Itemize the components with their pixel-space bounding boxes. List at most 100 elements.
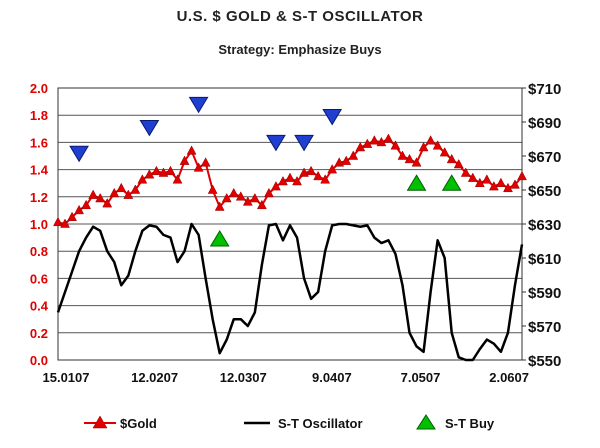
buy-marker <box>406 174 427 191</box>
gold-point <box>256 199 267 210</box>
gold-point <box>397 150 408 160</box>
gold-point <box>214 201 225 211</box>
gold-point <box>130 184 141 194</box>
gold-point <box>446 153 457 164</box>
gold-point <box>411 157 422 167</box>
left-tick-label: 0.6 <box>30 271 48 286</box>
gold-point <box>418 141 429 152</box>
legend-buy-marker <box>416 414 436 430</box>
sell-marker <box>294 134 314 152</box>
gold-point <box>165 165 176 176</box>
left-tick-label: 1.8 <box>30 108 48 123</box>
gold-point <box>425 135 436 145</box>
gold-point <box>249 192 260 203</box>
right-tick-label: $570 <box>528 319 561 336</box>
sell-marker <box>188 96 209 114</box>
right-tick-label: $650 <box>528 183 561 200</box>
gold-point <box>221 192 232 203</box>
legend-gold-label: $Gold <box>120 416 157 431</box>
gold-point <box>235 191 246 201</box>
x-tick-label: 7.0507 <box>401 370 441 385</box>
gold-point <box>109 187 120 198</box>
sell-marker <box>266 134 286 152</box>
gold-point <box>137 174 148 184</box>
right-tick-label: $710 <box>528 81 561 98</box>
gold-point <box>355 141 366 152</box>
gold-point <box>481 174 492 184</box>
right-tick-label: $610 <box>528 251 561 268</box>
x-tick-label: 2.0607 <box>489 370 529 385</box>
x-tick-label: 12.0207 <box>131 370 178 385</box>
gold-point <box>369 135 380 145</box>
chart-subtitle: Strategy: Emphasize Buys <box>218 42 382 57</box>
oscillator-line <box>56 222 524 362</box>
gold-point <box>341 155 352 165</box>
left-tick-label: 1.0 <box>30 217 48 232</box>
legend-oscillator-label: S-T Oscillator <box>278 416 363 431</box>
gold-point <box>144 169 155 179</box>
gold-point <box>495 177 506 187</box>
gold-point <box>271 181 281 191</box>
gold-point <box>362 138 373 148</box>
right-tick-label: $590 <box>528 285 561 302</box>
gold-point <box>116 182 127 193</box>
gold-point <box>376 136 387 147</box>
left-tick-label: 0.8 <box>30 244 48 259</box>
gold-point <box>404 153 415 164</box>
gold-point <box>60 218 70 228</box>
gold-point <box>81 199 92 210</box>
legend-gold-marker <box>92 415 108 429</box>
left-tick-label: 0.0 <box>30 353 48 368</box>
gold-point <box>88 189 99 199</box>
gold-point <box>348 150 359 160</box>
buy-marker <box>441 174 462 191</box>
gold-point <box>432 140 443 150</box>
gold-point <box>95 192 106 203</box>
left-tick-label: 0.2 <box>30 326 48 341</box>
gold-point <box>102 198 113 208</box>
gold-point <box>74 204 85 215</box>
right-tick-label: $550 <box>528 353 561 370</box>
left-tick-label: 0.4 <box>30 299 49 314</box>
gold-point <box>228 187 239 198</box>
gold-point <box>313 170 324 181</box>
gold-point <box>334 157 345 167</box>
sell-marker <box>322 109 343 126</box>
gold-point <box>327 164 338 174</box>
gold-point <box>186 145 197 155</box>
gold-point <box>207 184 218 194</box>
gold-point <box>200 157 211 167</box>
gold-point <box>151 165 162 176</box>
gold-point <box>179 155 190 165</box>
gold-point <box>390 140 401 150</box>
gold-point <box>467 172 478 182</box>
gold-point <box>460 167 471 177</box>
gold-point <box>306 165 317 176</box>
gold-point <box>158 167 169 177</box>
gold-point <box>67 211 77 221</box>
legend-buy-label: S-T Buy <box>445 416 495 431</box>
x-tick-label: 12.0307 <box>220 370 267 385</box>
sell-marker <box>139 119 160 137</box>
gold-point <box>383 133 394 143</box>
gold-point <box>299 167 309 177</box>
gold-point <box>172 174 183 184</box>
right-tick-label: $670 <box>528 149 561 166</box>
x-tick-label: 9.0407 <box>312 370 352 385</box>
gold-point <box>453 158 464 169</box>
gold-point <box>263 187 274 198</box>
sell-marker <box>69 145 89 163</box>
right-tick-label: $630 <box>528 217 561 234</box>
gold-point <box>510 179 520 189</box>
buy-marker <box>209 229 230 247</box>
gold-point <box>474 177 485 187</box>
gold-point <box>242 196 253 206</box>
gold-point <box>439 147 450 157</box>
gold-point <box>488 181 499 191</box>
gold-point <box>292 175 302 186</box>
gold-point <box>320 174 331 184</box>
gold-point <box>503 182 513 193</box>
left-tick-label: 1.2 <box>30 190 48 205</box>
gold-point <box>285 172 295 182</box>
